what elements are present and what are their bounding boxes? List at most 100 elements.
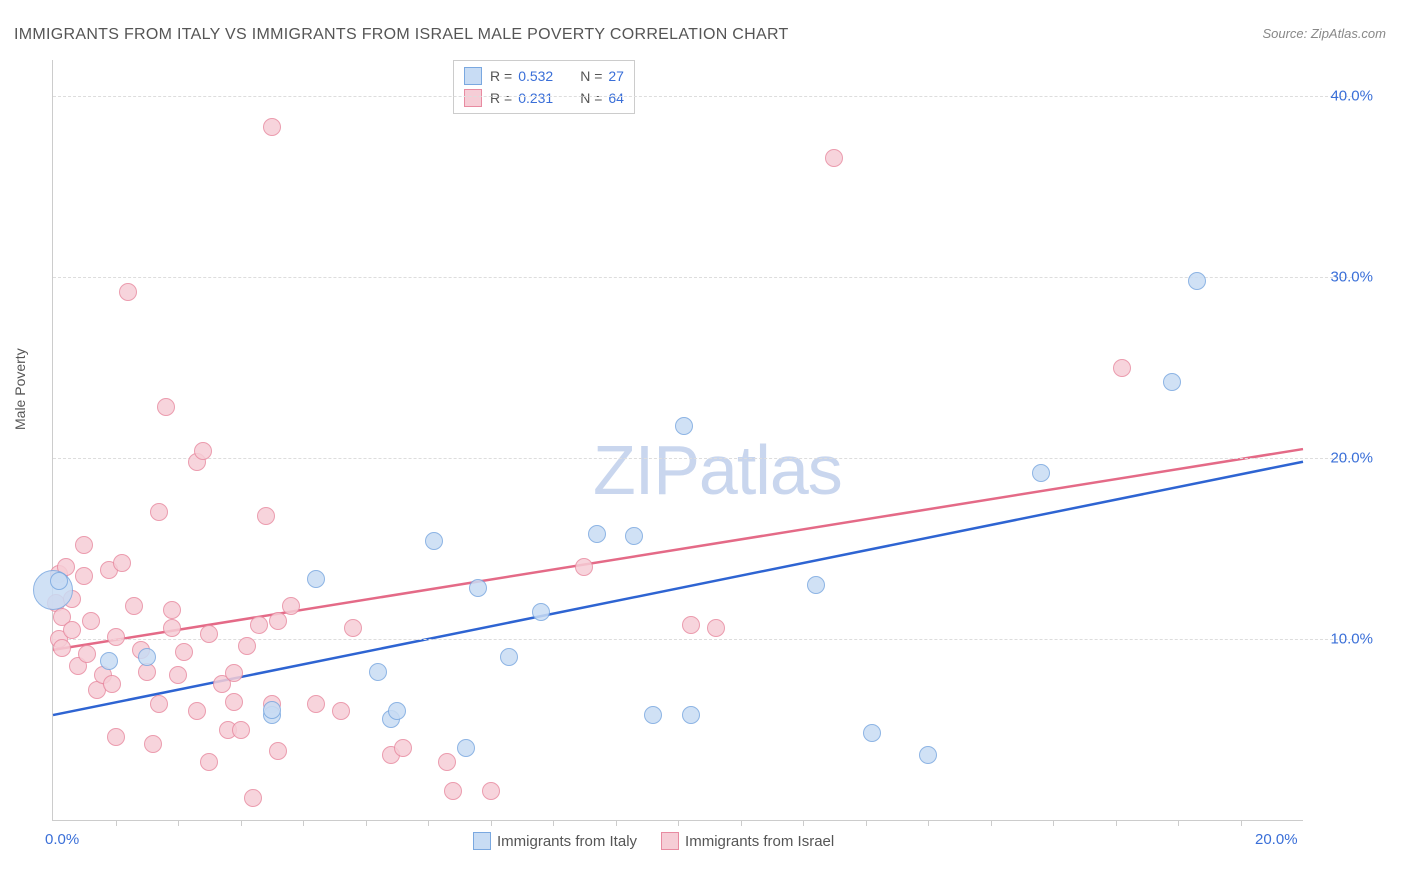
data-point-israel xyxy=(444,782,462,800)
data-point-italy xyxy=(1032,464,1050,482)
data-point-israel xyxy=(119,283,137,301)
legend-label: Immigrants from Israel xyxy=(685,833,834,850)
data-point-italy xyxy=(388,702,406,720)
source-label: Source: xyxy=(1262,26,1310,41)
data-point-israel xyxy=(438,753,456,771)
y-tick-label: 20.0% xyxy=(1313,450,1373,467)
data-point-israel xyxy=(200,625,218,643)
y-tick-label: 40.0% xyxy=(1313,88,1373,105)
data-point-italy xyxy=(469,579,487,597)
source-citation: Source: ZipAtlas.com xyxy=(1262,26,1386,41)
x-tick xyxy=(803,820,804,826)
data-point-italy xyxy=(919,746,937,764)
gridline xyxy=(53,277,1353,278)
r-value: 0.532 xyxy=(518,68,566,84)
data-point-israel xyxy=(1113,359,1131,377)
data-point-israel xyxy=(175,643,193,661)
x-tick xyxy=(1053,820,1054,826)
data-point-israel xyxy=(225,693,243,711)
data-point-israel xyxy=(250,616,268,634)
x-tick xyxy=(928,820,929,826)
data-point-israel xyxy=(257,507,275,525)
chart-title: IMMIGRANTS FROM ITALY VS IMMIGRANTS FROM… xyxy=(14,26,789,44)
data-point-italy xyxy=(807,576,825,594)
data-point-italy xyxy=(675,417,693,435)
legend-swatch xyxy=(473,832,491,850)
r-label: R = xyxy=(490,68,512,84)
chart-plot-area: ZIPatlas R =0.532N =27R =0.231N =64 Immi… xyxy=(52,60,1303,821)
data-point-italy xyxy=(307,570,325,588)
data-point-israel xyxy=(169,666,187,684)
x-tick xyxy=(428,820,429,826)
data-point-israel xyxy=(107,728,125,746)
series-legend: Immigrants from Italy Immigrants from Isr… xyxy=(473,832,834,850)
data-point-israel xyxy=(144,735,162,753)
legend-swatch xyxy=(464,67,482,85)
y-axis-label: Male Poverty xyxy=(12,348,28,430)
data-point-italy xyxy=(263,701,281,719)
data-point-italy xyxy=(588,525,606,543)
y-tick-label: 30.0% xyxy=(1313,269,1373,286)
data-point-italy xyxy=(1163,373,1181,391)
data-point-israel xyxy=(75,536,93,554)
data-point-israel xyxy=(707,619,725,637)
data-point-italy xyxy=(625,527,643,545)
data-point-israel xyxy=(232,721,250,739)
data-point-israel xyxy=(163,619,181,637)
x-tick xyxy=(741,820,742,826)
data-point-italy xyxy=(100,652,118,670)
source-value: ZipAtlas.com xyxy=(1311,26,1386,41)
r-value: 0.231 xyxy=(518,90,566,106)
data-point-israel xyxy=(150,695,168,713)
data-point-italy xyxy=(644,706,662,724)
x-tick xyxy=(178,820,179,826)
data-point-israel xyxy=(282,597,300,615)
data-point-israel xyxy=(482,782,500,800)
x-tick xyxy=(303,820,304,826)
x-tick-label: 0.0% xyxy=(45,831,79,848)
data-point-israel xyxy=(125,597,143,615)
legend-row-israel: R =0.231N =64 xyxy=(464,87,624,109)
data-point-israel xyxy=(157,398,175,416)
y-tick-label: 10.0% xyxy=(1313,631,1373,648)
x-tick xyxy=(678,820,679,826)
data-point-israel xyxy=(575,558,593,576)
data-point-israel xyxy=(150,503,168,521)
x-tick xyxy=(1116,820,1117,826)
trend-line-israel xyxy=(53,449,1303,650)
data-point-italy xyxy=(369,663,387,681)
legend-item-italy: Immigrants from Italy xyxy=(473,832,637,850)
data-point-israel xyxy=(269,742,287,760)
data-point-italy xyxy=(863,724,881,742)
data-point-italy xyxy=(532,603,550,621)
data-point-israel xyxy=(269,612,287,630)
data-point-israel xyxy=(194,442,212,460)
x-tick xyxy=(116,820,117,826)
data-point-israel xyxy=(825,149,843,167)
data-point-israel xyxy=(225,664,243,682)
legend-item-israel: Immigrants from Israel xyxy=(661,832,834,850)
data-point-israel xyxy=(113,554,131,572)
x-tick xyxy=(366,820,367,826)
data-point-italy xyxy=(457,739,475,757)
data-point-israel xyxy=(344,619,362,637)
data-point-israel xyxy=(263,118,281,136)
legend-label: Immigrants from Italy xyxy=(497,833,637,850)
data-point-israel xyxy=(188,702,206,720)
x-tick-label: 20.0% xyxy=(1255,831,1298,848)
data-point-israel xyxy=(200,753,218,771)
data-point-israel xyxy=(53,639,71,657)
data-point-israel xyxy=(394,739,412,757)
correlation-legend: R =0.532N =27R =0.231N =64 xyxy=(453,60,635,114)
data-point-israel xyxy=(244,789,262,807)
data-point-italy xyxy=(1188,272,1206,290)
x-tick xyxy=(553,820,554,826)
data-point-israel xyxy=(332,702,350,720)
x-tick xyxy=(1178,820,1179,826)
gridline xyxy=(53,96,1353,97)
x-tick xyxy=(616,820,617,826)
data-point-israel xyxy=(107,628,125,646)
r-label: R = xyxy=(490,90,512,106)
data-point-italy xyxy=(425,532,443,550)
data-point-israel xyxy=(682,616,700,634)
